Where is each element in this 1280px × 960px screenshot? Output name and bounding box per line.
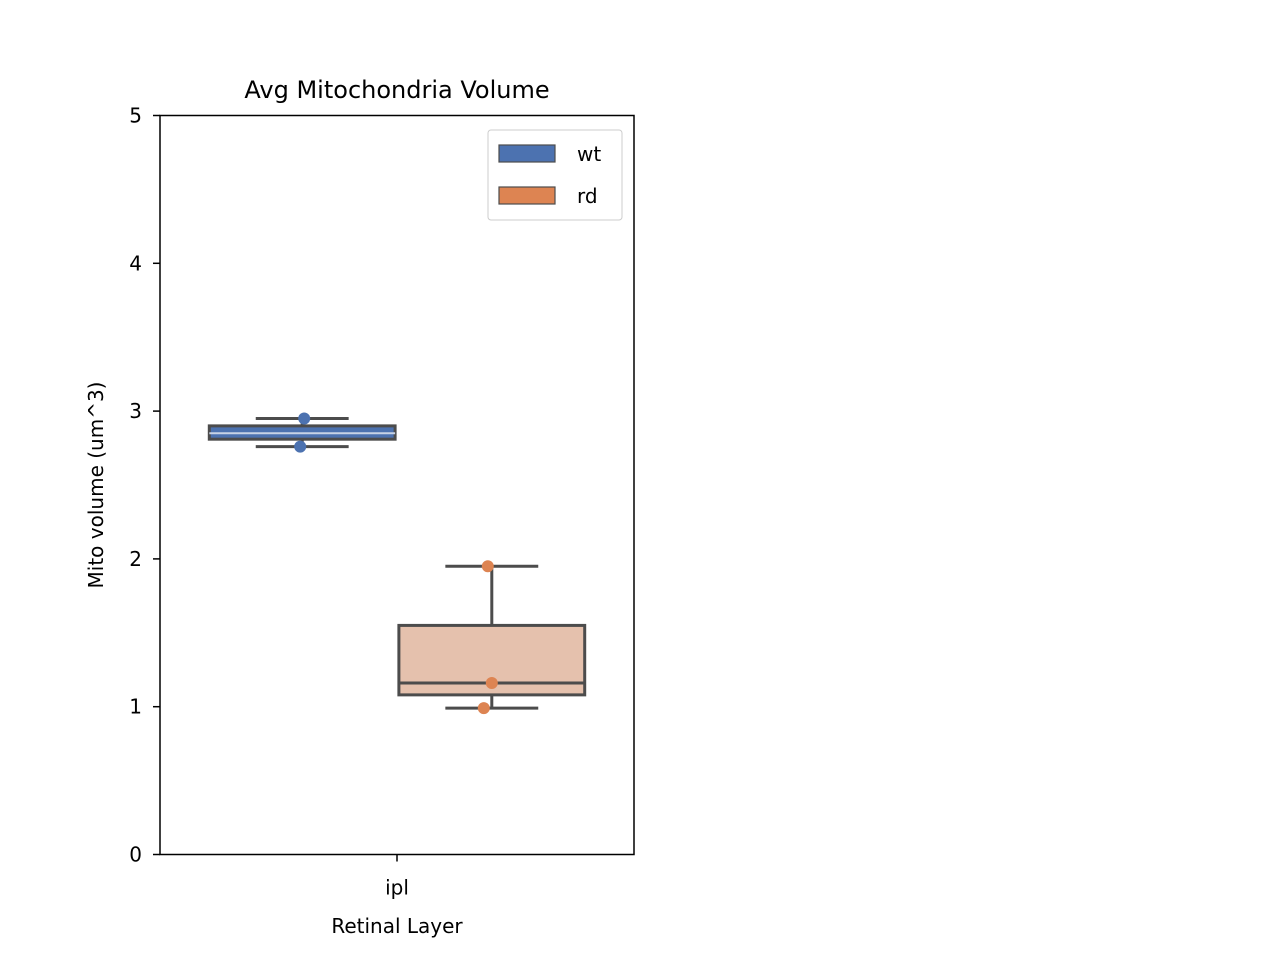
data-point [294,440,307,453]
box-plot-series [207,412,587,715]
box-wt [207,412,397,453]
chart-title: Avg Mitochondria Volume [244,76,549,104]
legend-swatch-rd [498,186,556,205]
data-point [298,412,311,425]
data-point [481,560,494,573]
y-tick-label: 2 [129,547,142,571]
y-axis-title: Mito volume (um^3) [84,382,108,589]
y-axis-ticks: 0 1 2 3 4 5 [129,104,160,867]
box-rd [397,560,587,715]
y-tick-label: 5 [129,104,142,128]
data-point [485,677,498,690]
x-axis-ticks: ipl [385,854,409,900]
legend-label-rd: rd [577,184,598,208]
y-tick-label: 4 [129,251,142,275]
data-point [477,702,490,715]
y-tick-label: 0 [129,843,142,867]
x-tick-label: ipl [385,876,409,900]
legend-frame [487,129,623,221]
y-tick-label: 1 [129,695,142,719]
legend-swatch-wt [498,144,556,163]
x-axis-title: Retinal Layer [331,914,463,938]
legend-label-wt: wt [577,142,601,166]
plot-frame [159,114,635,856]
legend: wt rd [487,129,623,221]
y-tick-label: 3 [129,399,142,423]
